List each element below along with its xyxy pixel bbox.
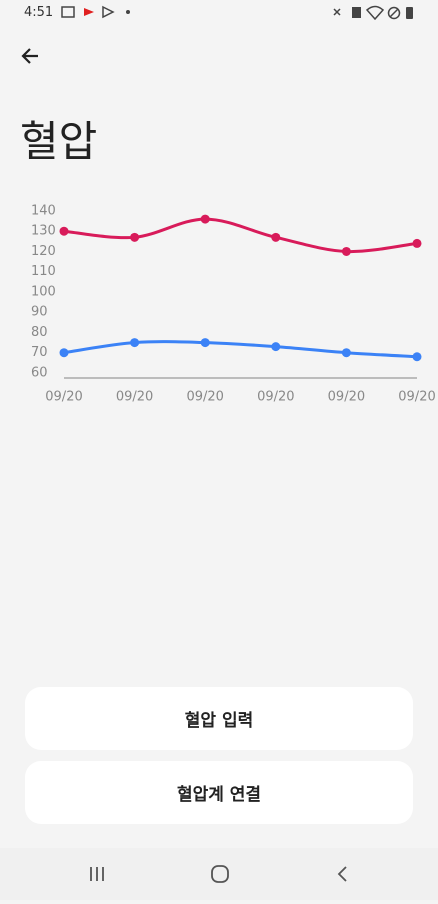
data-point [412, 238, 422, 248]
series-line [63, 340, 418, 359]
data-point [130, 232, 140, 242]
data-point [200, 214, 210, 224]
page-title: 혈압 [20, 117, 98, 166]
data-point [59, 226, 69, 236]
data-point [271, 342, 281, 352]
x-tick-label: 09/20 [328, 390, 365, 405]
y-tick-label: 70 [31, 345, 48, 360]
y-tick-label: 100 [31, 284, 56, 299]
y-tick-label: 110 [31, 264, 56, 279]
x-tick-label: 09/20 [45, 390, 82, 405]
nav-bar [0, 848, 438, 900]
connect-button[interactable]: 혈압계 연결 [25, 761, 413, 824]
series-line [63, 217, 418, 254]
x-tick-label: 09/20 [116, 390, 153, 405]
data-point [271, 232, 281, 242]
x-tick-label: 09/20 [257, 390, 294, 405]
y-tick-label: 130 [31, 224, 56, 239]
nav-icons [90, 865, 347, 883]
y-tick-label: 90 [31, 305, 48, 320]
x-tick-label: 09/20 [398, 390, 435, 405]
y-tick-label: 140 [31, 204, 56, 219]
y-tick-label: 80 [31, 325, 48, 340]
y-tick-label: 120 [31, 244, 56, 259]
status-time: 4:51 [24, 5, 54, 20]
data-point [341, 246, 351, 256]
x-tick-label: 09/20 [186, 390, 223, 405]
data-point [59, 348, 69, 358]
status-icons [61, 5, 413, 21]
data-point [200, 338, 210, 348]
back-button[interactable] [18, 44, 44, 68]
data-point [412, 352, 422, 362]
chart: 60 70 80 90 100 110 120 130 140 09/20 09/20 09/20 09… [31, 204, 436, 405]
y-tick-label: 60 [31, 365, 48, 380]
data-point [341, 348, 351, 358]
data-point [130, 338, 140, 348]
input-button[interactable]: 혈압 입력 [25, 687, 413, 750]
